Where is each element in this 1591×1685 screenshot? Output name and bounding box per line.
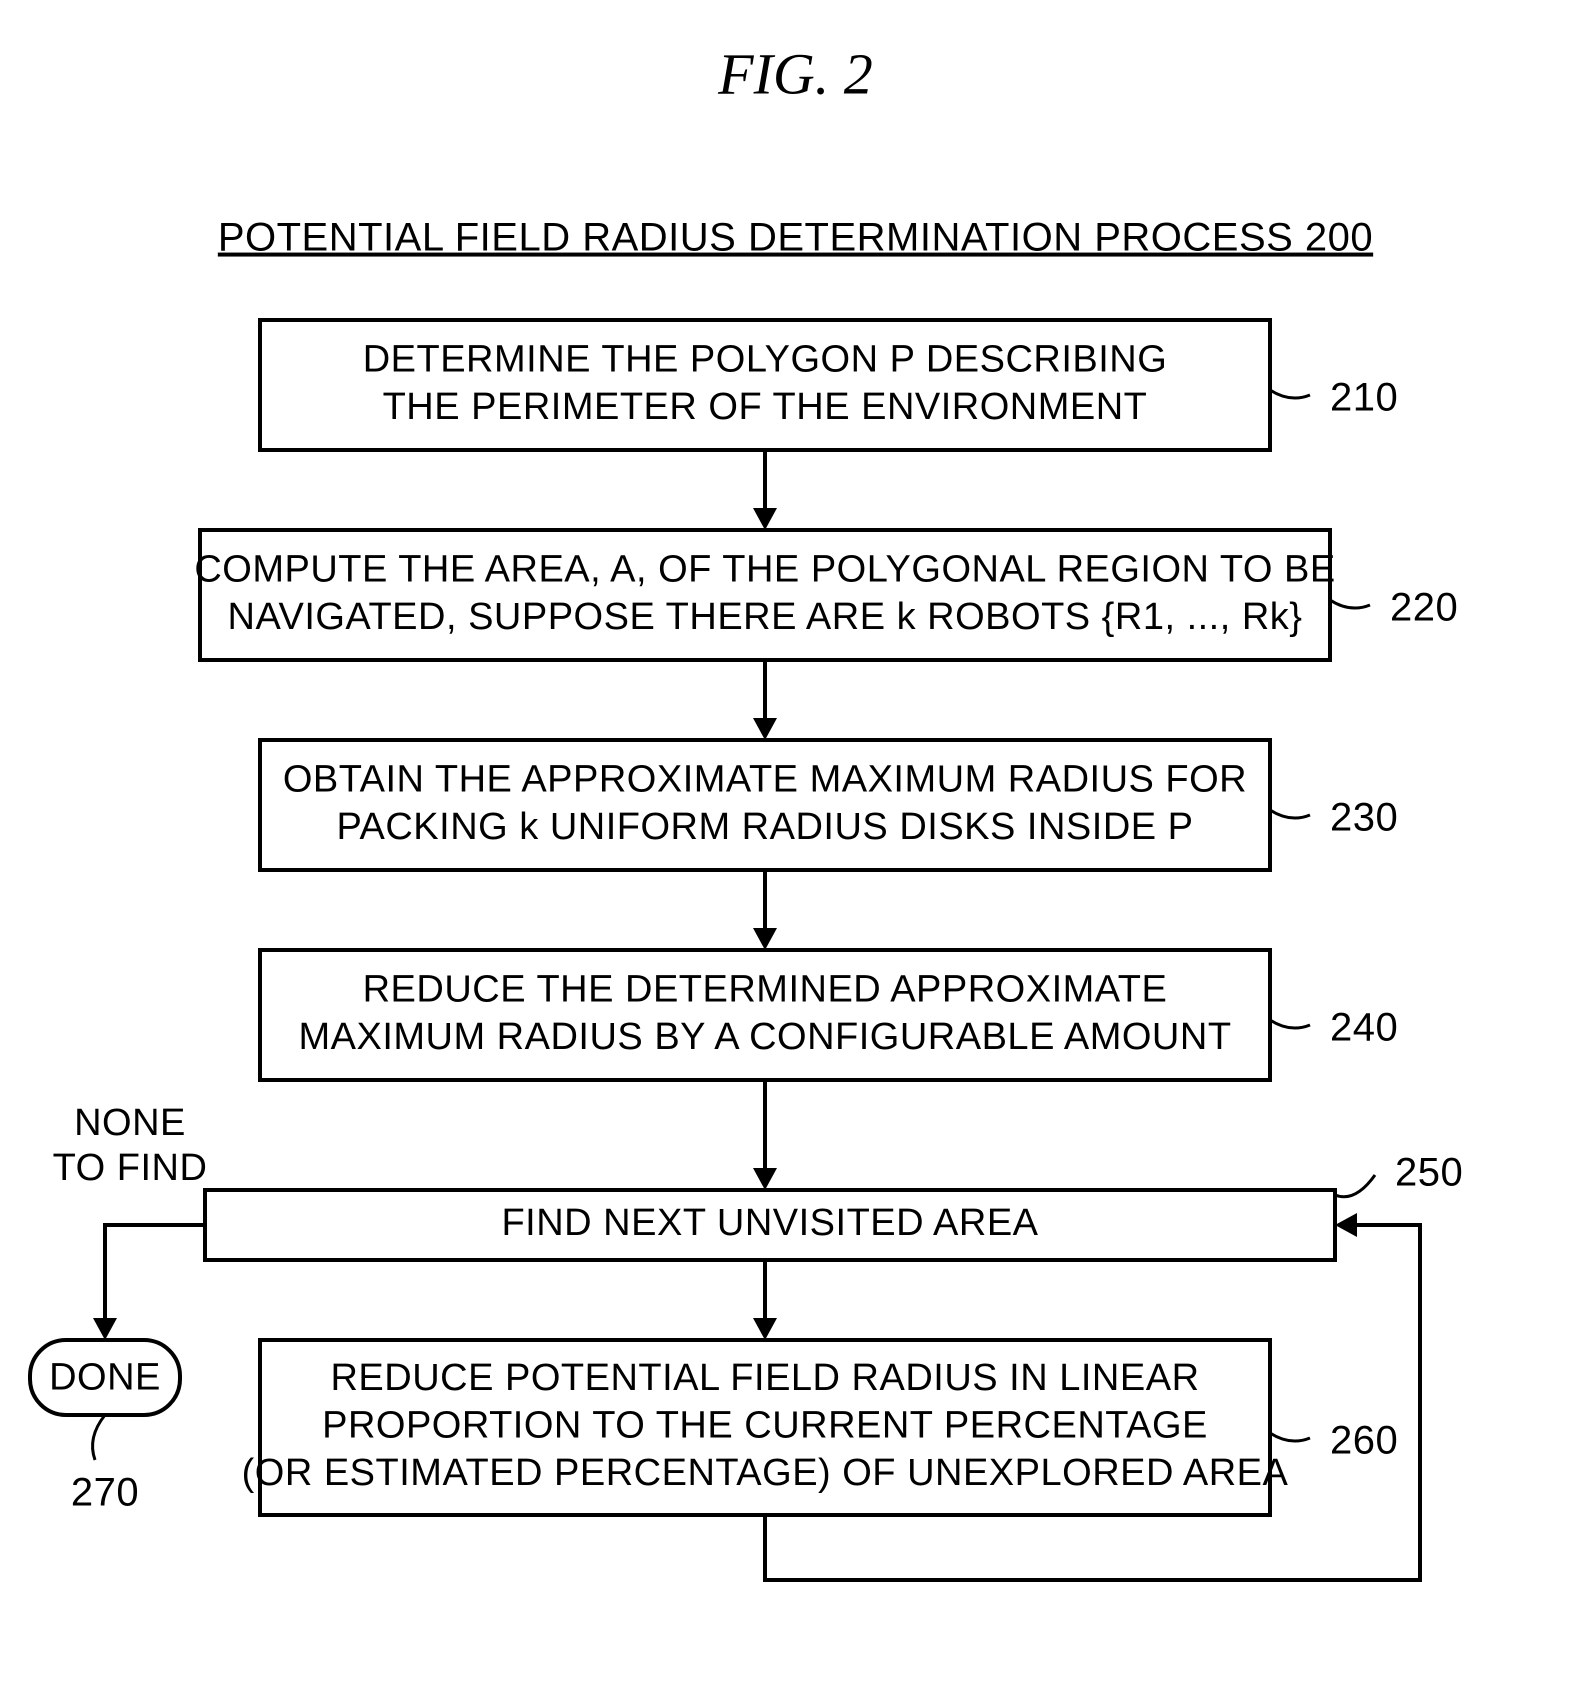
process-box-220: COMPUTE THE AREA, A, OF THE POLYGONAL RE… xyxy=(194,530,1335,660)
process-box-260-line1: PROPORTION TO THE CURRENT PERCENTAGE xyxy=(322,1405,1208,1447)
process-box-260-line2: (OR ESTIMATED PERCENTAGE) OF UNEXPLORED … xyxy=(242,1452,1289,1494)
process-box-220-line0: COMPUTE THE AREA, A, OF THE POLYGONAL RE… xyxy=(194,548,1335,590)
ref-label-240: 240 xyxy=(1330,1006,1398,1050)
figure-subtitle: POTENTIAL FIELD RADIUS DETERMINATION PRO… xyxy=(218,216,1373,260)
ref-label-270: 270 xyxy=(71,1471,139,1515)
edge-label-none-line1: TO FIND xyxy=(53,1147,208,1189)
ref-label-210: 210 xyxy=(1330,376,1398,420)
process-box-260: REDUCE POTENTIAL FIELD RADIUS IN LINEAR P… xyxy=(242,1340,1289,1515)
process-box-240-line1: MAXIMUM RADIUS BY A CONFIGURABLE AMOUNT xyxy=(298,1016,1231,1058)
terminator-done: DONE xyxy=(30,1340,180,1415)
process-box-230-line0: OBTAIN THE APPROXIMATE MAXIMUM RADIUS FO… xyxy=(283,758,1247,800)
process-box-210: DETERMINE THE POLYGON P DESCRIBING THE PE… xyxy=(260,320,1270,450)
figure-title: FIG. 2 xyxy=(717,41,873,106)
process-box-250-line0: FIND NEXT UNVISITED AREA xyxy=(501,1202,1038,1244)
process-box-230: OBTAIN THE APPROXIMATE MAXIMUM RADIUS FO… xyxy=(260,740,1270,870)
process-box-210-line0: DETERMINE THE POLYGON P DESCRIBING xyxy=(363,338,1168,380)
ref-label-260: 260 xyxy=(1330,1419,1398,1463)
terminator-done-label: DONE xyxy=(49,1357,161,1399)
edge-label-none-line0: NONE xyxy=(74,1102,186,1144)
ref-label-230: 230 xyxy=(1330,796,1398,840)
process-box-210-line1: THE PERIMETER OF THE ENVIRONMENT xyxy=(383,386,1148,428)
process-box-230-line1: PACKING k UNIFORM RADIUS DISKS INSIDE P xyxy=(336,806,1193,848)
process-box-260-line0: REDUCE POTENTIAL FIELD RADIUS IN LINEAR xyxy=(330,1357,1199,1399)
process-box-240-line0: REDUCE THE DETERMINED APPROXIMATE xyxy=(363,968,1168,1010)
ref-label-220: 220 xyxy=(1390,586,1458,630)
ref-label-250: 250 xyxy=(1395,1151,1463,1195)
flowchart-canvas: FIG. 2 POTENTIAL FIELD RADIUS DETERMINATI… xyxy=(0,0,1591,1685)
process-box-250: FIND NEXT UNVISITED AREA xyxy=(205,1190,1335,1260)
process-box-220-line1: NAVIGATED, SUPPOSE THERE ARE k ROBOTS {R… xyxy=(228,596,1303,638)
process-box-240: REDUCE THE DETERMINED APPROXIMATE MAXIMUM… xyxy=(260,950,1270,1080)
